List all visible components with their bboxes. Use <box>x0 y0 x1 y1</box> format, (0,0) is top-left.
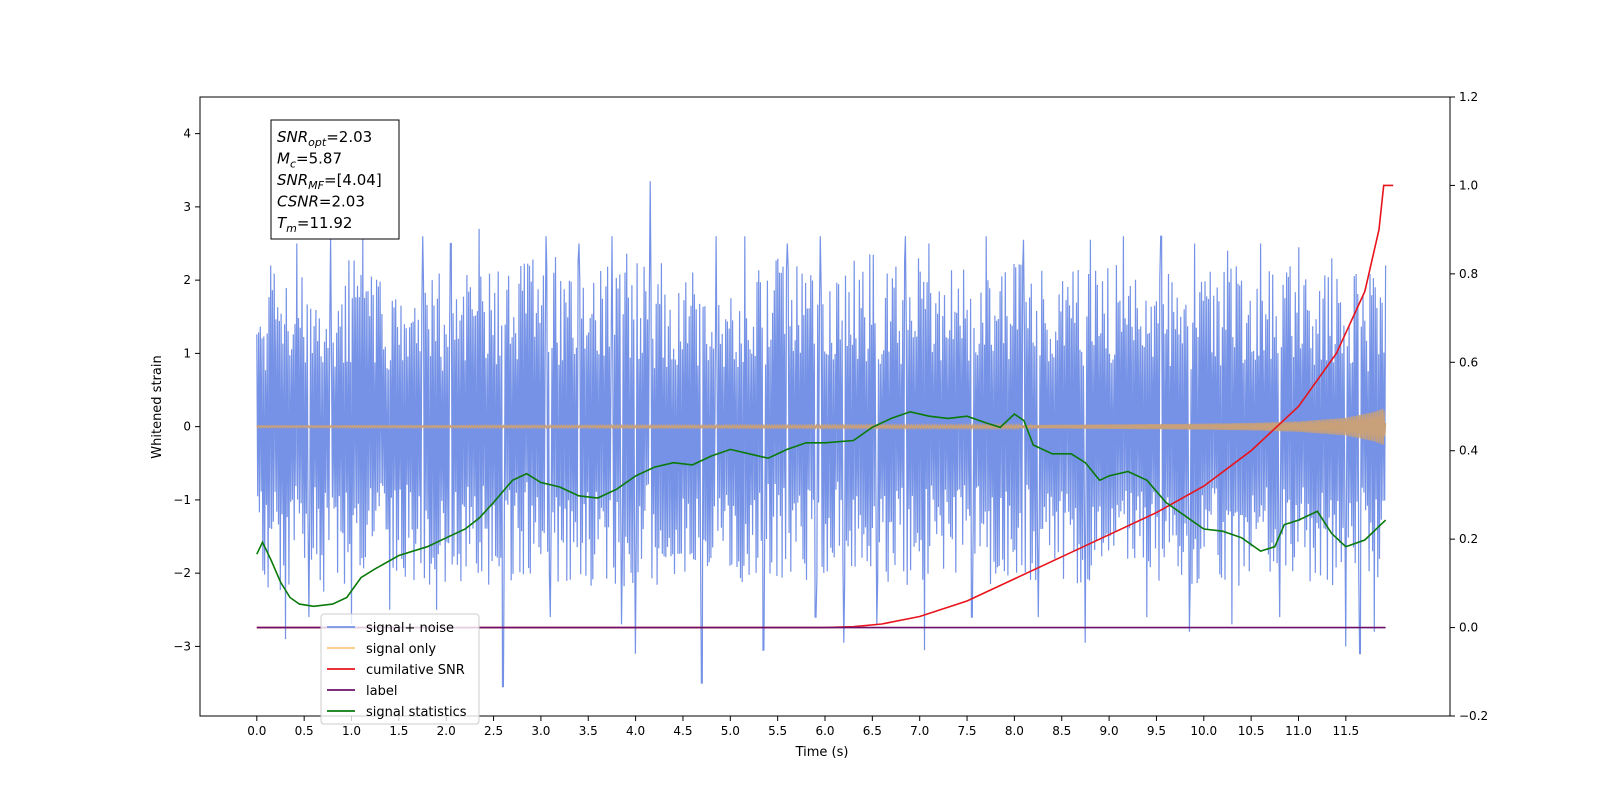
x-tick-label-19: 9.5 <box>1147 724 1166 738</box>
x-tick-label-10: 5.0 <box>721 724 740 738</box>
series-signal-only <box>256 408 1387 445</box>
x-tick-label-5: 2.5 <box>484 724 503 738</box>
x-tick-label-9: 4.5 <box>673 724 692 738</box>
y-tick-label-3: 0 <box>183 420 191 434</box>
y-tick-label-7: 4 <box>183 127 191 141</box>
annotation-line-0: SNRopt=2.03 <box>277 128 372 149</box>
series-signal-noise <box>256 181 1387 688</box>
x-tick-label-14: 7.0 <box>910 724 929 738</box>
y-axis-left: −3 −2 −1 0 1 2 3 4 <box>173 127 200 653</box>
x-tick-label-7: 3.5 <box>579 724 598 738</box>
x-tick-label-0: 0.0 <box>247 724 266 738</box>
annotation-line-2: SNRMF=[4.04] <box>277 171 382 192</box>
y-tick-label-1: −2 <box>173 566 191 580</box>
x-tick-label-2: 1.0 <box>342 724 361 738</box>
x-axis-label: Time (s) <box>795 745 849 760</box>
annotation-frame <box>270 119 400 240</box>
y2-tick-label-4: 0.6 <box>1459 355 1478 369</box>
x-tick-label-16: 8.0 <box>1005 724 1024 738</box>
x-tick-label-15: 7.5 <box>957 724 976 738</box>
x-tick-label-18: 9.0 <box>1100 724 1119 738</box>
y-tick-label-4: 1 <box>183 346 191 360</box>
y2-tick-label-1: 0.0 <box>1459 621 1478 635</box>
x-tick-label-6: 3.0 <box>531 724 550 738</box>
x-tick-label-8: 4.0 <box>626 724 645 738</box>
x-tick-label-3: 1.5 <box>389 724 408 738</box>
x-axis: 0.0 0.5 1.0 1.5 2.0 2.5 3.0 3.5 4.0 4.5 5.0 5.5 6.0 6… <box>247 716 1359 738</box>
legend-label-4: signal statistics <box>366 705 467 720</box>
x-tick-label-12: 6.0 <box>815 724 834 738</box>
x-tick-label-4: 2.0 <box>437 724 456 738</box>
legend-label-0: signal+ noise <box>366 621 454 636</box>
series-cumilative-snr <box>256 184 1394 629</box>
series-signal-statistics <box>256 410 1387 608</box>
annotation-line-4: Tm=11.92 <box>277 214 352 235</box>
x-tick-label-1: 0.5 <box>295 724 314 738</box>
x-tick-label-21: 10.5 <box>1238 724 1265 738</box>
y-tick-label-2: −1 <box>173 493 191 507</box>
y-tick-label-0: −3 <box>173 639 191 653</box>
y2-tick-label-2: 0.2 <box>1459 532 1478 546</box>
x-tick-label-17: 8.5 <box>1052 724 1071 738</box>
y-axis-label: Whitened strain <box>150 355 165 458</box>
legend: signal+ noise signal only cumilative SNR la… <box>320 613 480 725</box>
legend-label-2: cumilative SNR <box>366 663 465 678</box>
annotation-line-1: Mc=5.87 <box>277 150 342 171</box>
y2-tick-label-7: 1.2 <box>1459 90 1478 104</box>
x-tick-label-23: 11.5 <box>1332 724 1359 738</box>
annotation-line-3: CSNR=2.03 <box>277 193 365 211</box>
series-layer <box>256 181 1394 688</box>
y-tick-label-6: 3 <box>183 200 191 214</box>
legend-frame <box>320 613 480 725</box>
y-axis-right: −0.2 0.0 0.2 0.4 0.6 0.8 1.0 1.2 <box>1450 90 1488 723</box>
x-tick-label-22: 11.0 <box>1285 724 1312 738</box>
legend-label-3: label <box>366 684 397 699</box>
y2-tick-label-3: 0.4 <box>1459 444 1478 458</box>
y2-tick-label-5: 0.8 <box>1459 267 1478 281</box>
x-tick-label-20: 10.0 <box>1190 724 1217 738</box>
legend-label-1: signal only <box>366 642 436 657</box>
x-tick-label-13: 6.5 <box>863 724 882 738</box>
y2-tick-label-6: 1.0 <box>1459 178 1478 192</box>
y2-tick-label-0: −0.2 <box>1459 709 1488 723</box>
x-tick-label-11: 5.5 <box>768 724 787 738</box>
y-tick-label-5: 2 <box>183 273 191 287</box>
